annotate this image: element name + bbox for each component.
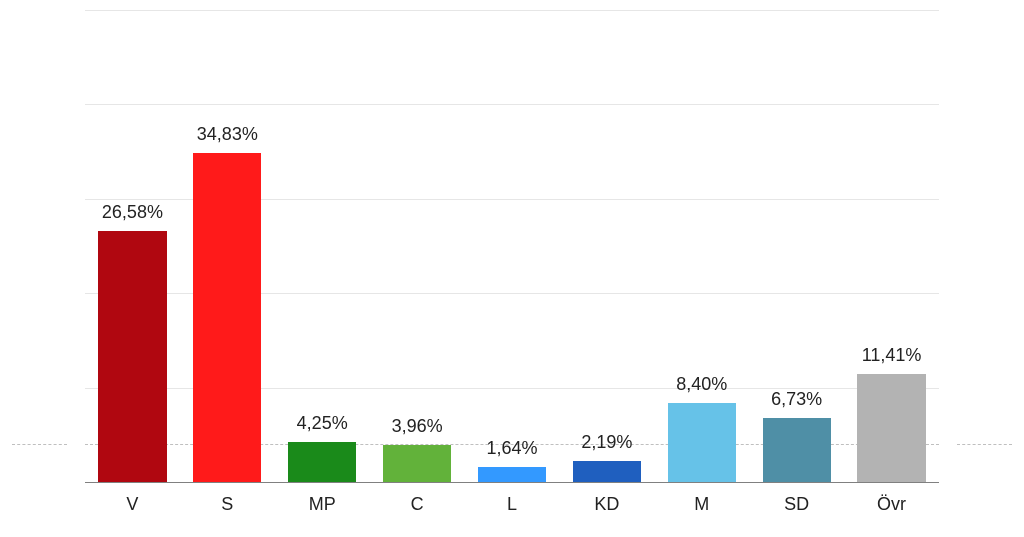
bar-C [383, 445, 451, 482]
bar-S [193, 153, 261, 482]
bar-value-SD: 6,73% [749, 389, 844, 410]
bar-label-V: V [85, 494, 180, 515]
bar-M [668, 403, 736, 482]
bar-value-L: 1,64% [465, 438, 560, 459]
bar-label-KD: KD [559, 494, 654, 515]
x-axis [85, 482, 939, 483]
bar-value-S: 34,83% [180, 124, 275, 145]
threshold-line-left [12, 444, 67, 445]
bar-SD [763, 418, 831, 482]
bar-value-C: 3,96% [370, 416, 465, 437]
bar-label-L: L [465, 494, 560, 515]
bar-value-V: 26,58% [85, 202, 180, 223]
bar-value-KD: 2,19% [559, 432, 654, 453]
bar-slot: 3,96% [370, 10, 465, 482]
bar-L [478, 467, 546, 482]
bar-KD [573, 461, 641, 482]
bar-slot: 2,19% [559, 10, 654, 482]
bar-label-C: C [370, 494, 465, 515]
bar-value-Ovr: 11,41% [844, 345, 939, 366]
plot-area: 26,58% 34,83% 4,25%3,96%1,64%2,19% 8,40%6,7… [85, 10, 939, 482]
threshold-line-right [957, 444, 1012, 445]
bar-label-Ovr: Övr [844, 494, 939, 515]
bar-slot: 34,83% [180, 10, 275, 482]
bar-slot: 1,64% [465, 10, 560, 482]
bar-label-S: S [180, 494, 275, 515]
bar-MP [288, 442, 356, 482]
bar-slot: 4,25% [275, 10, 370, 482]
bar-label-SD: SD [749, 494, 844, 515]
bar-slot: 26,58% [85, 10, 180, 482]
bar-Ovr [857, 374, 925, 482]
bar-slot: 8,40% [654, 10, 749, 482]
bar-slot: 11,41% [844, 10, 939, 482]
bar-label-MP: MP [275, 494, 370, 515]
bar-chart: 26,58% 34,83% 4,25%3,96%1,64%2,19% 8,40%6,7… [0, 0, 1024, 537]
bar-label-M: M [654, 494, 749, 515]
bar-value-MP: 4,25% [275, 413, 370, 434]
bar-V [98, 231, 166, 482]
bar-slot: 6,73% [749, 10, 844, 482]
bar-value-M: 8,40% [654, 374, 749, 395]
